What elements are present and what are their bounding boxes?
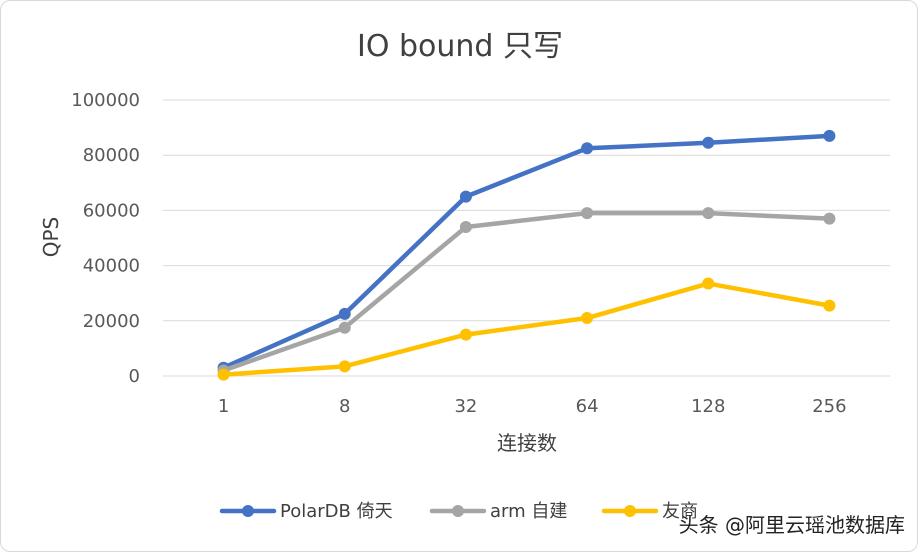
y-tick-label: 0 bbox=[129, 366, 140, 387]
data-point bbox=[702, 136, 715, 149]
legend-label: 友商 bbox=[662, 501, 698, 522]
chart-title: IO bound 只写 bbox=[357, 29, 563, 64]
x-tick-label: 64 bbox=[576, 396, 599, 417]
data-point bbox=[338, 307, 351, 320]
data-point bbox=[823, 212, 836, 225]
data-point bbox=[581, 312, 594, 325]
series-line bbox=[221, 281, 832, 377]
legend-item: PolarDB 倚天 bbox=[219, 501, 393, 522]
data-point bbox=[459, 190, 472, 203]
series-group bbox=[217, 129, 836, 374]
x-tick-label: 1 bbox=[218, 396, 229, 417]
legend-swatch-marker bbox=[452, 505, 464, 517]
x-axis-title: 连接数 bbox=[497, 431, 557, 455]
x-tick-label: 128 bbox=[691, 396, 725, 417]
series-layer bbox=[217, 129, 836, 381]
data-point bbox=[217, 368, 230, 381]
legend-item: 友商 bbox=[601, 501, 698, 522]
y-tick-label: 80000 bbox=[83, 145, 140, 166]
x-tick-label: 32 bbox=[454, 396, 477, 417]
data-point bbox=[338, 360, 351, 373]
y-tick-label: 100000 bbox=[71, 90, 140, 111]
y-tick-label: 20000 bbox=[83, 311, 140, 332]
data-point bbox=[459, 328, 472, 341]
series-group bbox=[217, 277, 836, 381]
series-line bbox=[221, 210, 832, 373]
data-point bbox=[702, 277, 715, 290]
data-point bbox=[581, 142, 594, 155]
legend-swatch-marker bbox=[242, 505, 254, 517]
data-point bbox=[581, 207, 594, 220]
legend-item: arm 自建 bbox=[429, 501, 567, 522]
legend-swatch-marker bbox=[624, 505, 636, 517]
data-point bbox=[338, 321, 351, 334]
y-axis-title: QPS bbox=[39, 217, 63, 258]
watermark-text: 头条 @阿里云瑶池数据库 bbox=[679, 513, 905, 537]
series-line bbox=[221, 133, 832, 370]
y-tick-label: 60000 bbox=[83, 200, 140, 221]
legend: PolarDB 倚天 arm 自建 友商 bbox=[219, 501, 698, 522]
y-axis-ticks: 0 20000 40000 60000 80000 100000 bbox=[71, 90, 140, 387]
legend-label: PolarDB 倚天 bbox=[280, 501, 393, 522]
legend-label: arm 自建 bbox=[490, 501, 567, 522]
y-tick-label: 40000 bbox=[83, 256, 140, 277]
x-tick-label: 256 bbox=[812, 396, 846, 417]
x-tick-label: 8 bbox=[339, 396, 350, 417]
data-point bbox=[823, 129, 836, 142]
x-axis-ticks: 1 8 32 64 128 256 bbox=[218, 396, 847, 417]
data-point bbox=[702, 207, 715, 220]
data-point bbox=[459, 220, 472, 233]
gridlines bbox=[163, 99, 890, 377]
data-point bbox=[823, 299, 836, 312]
